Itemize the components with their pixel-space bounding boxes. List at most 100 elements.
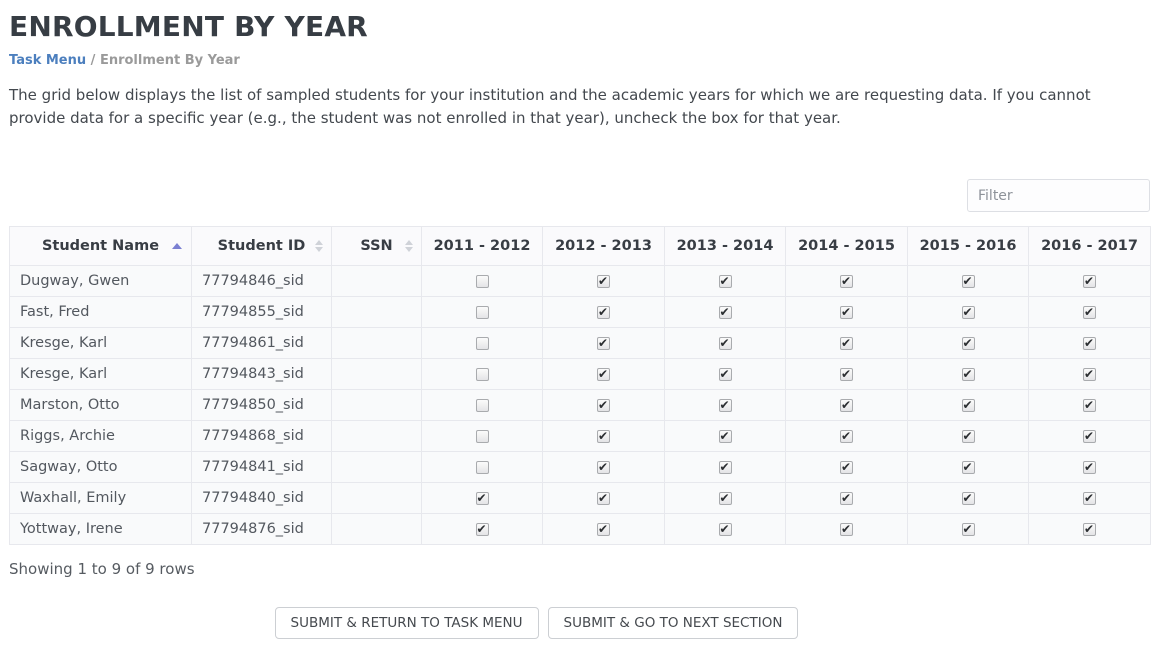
year-checkbox-2014-2015[interactable] [840,336,853,350]
table-row: Yottway, Irene 77794876_sid [9,513,1151,545]
year-cell [664,296,786,328]
year-checkbox-2013-2014[interactable] [718,491,732,505]
year-checkbox-2015-2016[interactable] [961,274,975,288]
column-header-2014-2015[interactable]: 2014 - 2015 [785,226,908,266]
year-checkbox-2011-2012[interactable] [475,522,489,536]
year-checkbox-2016-2017[interactable] [1083,398,1096,412]
submit-return-task-menu-button[interactable]: SUBMIT & RETURN TO TASK MENU [274,607,539,639]
column-label: Student Name [41,238,160,254]
year-checkbox-2013-2014[interactable] [718,305,732,319]
column-label: SSN [360,238,393,254]
year-checkbox-2012-2013[interactable] [597,429,610,443]
year-checkbox-2015-2016[interactable] [961,491,975,505]
year-cell [785,451,908,483]
year-checkbox-2013-2014[interactable] [718,336,732,350]
year-checkbox-2015-2016[interactable] [961,398,975,412]
year-checkbox-2012-2013[interactable] [597,522,610,536]
year-cell [421,420,543,452]
ssn-cell [331,420,422,452]
year-checkbox-2012-2013[interactable] [597,367,610,381]
column-header-2016-2017[interactable]: 2016 - 2017 [1028,226,1151,266]
year-checkbox-2015-2016[interactable] [961,336,975,350]
year-checkbox-2013-2014[interactable] [718,429,732,443]
year-checkbox-2014-2015[interactable] [840,429,853,443]
column-header-student-id[interactable]: Student ID [191,226,332,266]
submit-next-section-button[interactable]: SUBMIT & GO TO NEXT SECTION [547,607,799,639]
filter-input[interactable] [967,179,1150,212]
breadcrumb-separator: / [90,53,96,68]
year-checkbox-2015-2016[interactable] [961,367,975,381]
year-checkbox-2015-2016[interactable] [961,305,975,319]
year-checkbox-2014-2015[interactable] [840,398,853,412]
year-checkbox-2016-2017[interactable] [1083,460,1096,474]
year-checkbox-2012-2013[interactable] [597,398,610,412]
year-checkbox-2015-2016[interactable] [961,522,975,536]
year-checkbox-2016-2017[interactable] [1083,274,1096,288]
year-checkbox-2014-2015[interactable] [840,274,853,288]
student-id-cell: 77794841_sid [191,451,332,483]
enrollment-table: Student Name Student ID SSN 2011 - 2012 2012… [9,226,1151,545]
year-cell [421,327,543,359]
year-checkbox-2011-2012[interactable] [475,491,489,505]
year-checkbox-2015-2016[interactable] [961,460,975,474]
year-cell [421,358,543,390]
year-checkbox-2013-2014[interactable] [718,460,732,474]
year-checkbox-2013-2014[interactable] [718,367,732,381]
column-label: 2014 - 2015 [798,238,895,254]
breadcrumb-link-task-menu[interactable]: Task Menu [9,53,87,68]
year-checkbox-2011-2012[interactable] [475,336,489,350]
year-checkbox-2011-2012[interactable] [475,274,489,288]
year-cell [421,482,543,514]
year-checkbox-2014-2015[interactable] [840,522,853,536]
year-checkbox-2016-2017[interactable] [1083,336,1096,350]
year-checkbox-2012-2013[interactable] [597,491,610,505]
year-checkbox-2016-2017[interactable] [1083,522,1096,536]
table-row: Sagway, Otto 77794841_sid [9,451,1151,483]
year-checkbox-2014-2015[interactable] [840,491,853,505]
student-id-cell: 77794850_sid [191,389,332,421]
year-checkbox-2016-2017[interactable] [1083,491,1096,505]
year-checkbox-2012-2013[interactable] [597,305,610,319]
year-checkbox-2013-2014[interactable] [718,398,732,412]
column-header-2015-2016[interactable]: 2015 - 2016 [907,226,1029,266]
year-cell [1028,389,1151,421]
column-header-2013-2014[interactable]: 2013 - 2014 [664,226,786,266]
year-checkbox-2012-2013[interactable] [597,336,610,350]
year-cell [785,482,908,514]
student-id-cell: 77794846_sid [191,265,332,297]
column-label: 2013 - 2014 [676,238,774,254]
year-checkbox-2012-2013[interactable] [597,460,610,474]
year-cell [907,265,1029,297]
student-name-cell: Dugway, Gwen [9,265,192,297]
year-checkbox-2015-2016[interactable] [961,429,975,443]
year-cell [664,513,786,545]
column-header-2012-2013[interactable]: 2012 - 2013 [542,226,665,266]
sort-both-icon [315,240,323,252]
column-header-student-name[interactable]: Student Name [9,226,192,266]
year-checkbox-2011-2012[interactable] [475,398,489,412]
year-checkbox-2011-2012[interactable] [475,305,489,319]
year-checkbox-2013-2014[interactable] [718,274,732,288]
student-id-cell: 77794843_sid [191,358,332,390]
year-cell [664,358,786,390]
year-cell [907,296,1029,328]
year-checkbox-2011-2012[interactable] [475,460,489,474]
year-checkbox-2016-2017[interactable] [1083,429,1096,443]
year-checkbox-2016-2017[interactable] [1083,367,1096,381]
student-name-cell: Kresge, Karl [9,327,192,359]
year-checkbox-2014-2015[interactable] [840,305,853,319]
year-checkbox-2012-2013[interactable] [597,274,610,288]
year-checkbox-2014-2015[interactable] [840,460,853,474]
year-checkbox-2014-2015[interactable] [840,367,853,381]
ssn-cell [331,327,422,359]
column-header-ssn[interactable]: SSN [331,226,422,266]
year-checkbox-2016-2017[interactable] [1083,305,1096,319]
breadcrumb: Task Menu / Enrollment By Year [9,53,1150,68]
year-checkbox-2011-2012[interactable] [475,429,489,443]
year-checkbox-2011-2012[interactable] [475,367,489,381]
caret-down-icon [315,247,323,252]
ssn-cell [331,482,422,514]
year-checkbox-2013-2014[interactable] [718,522,732,536]
year-cell [1028,451,1151,483]
column-header-2011-2012[interactable]: 2011 - 2012 [421,226,543,266]
